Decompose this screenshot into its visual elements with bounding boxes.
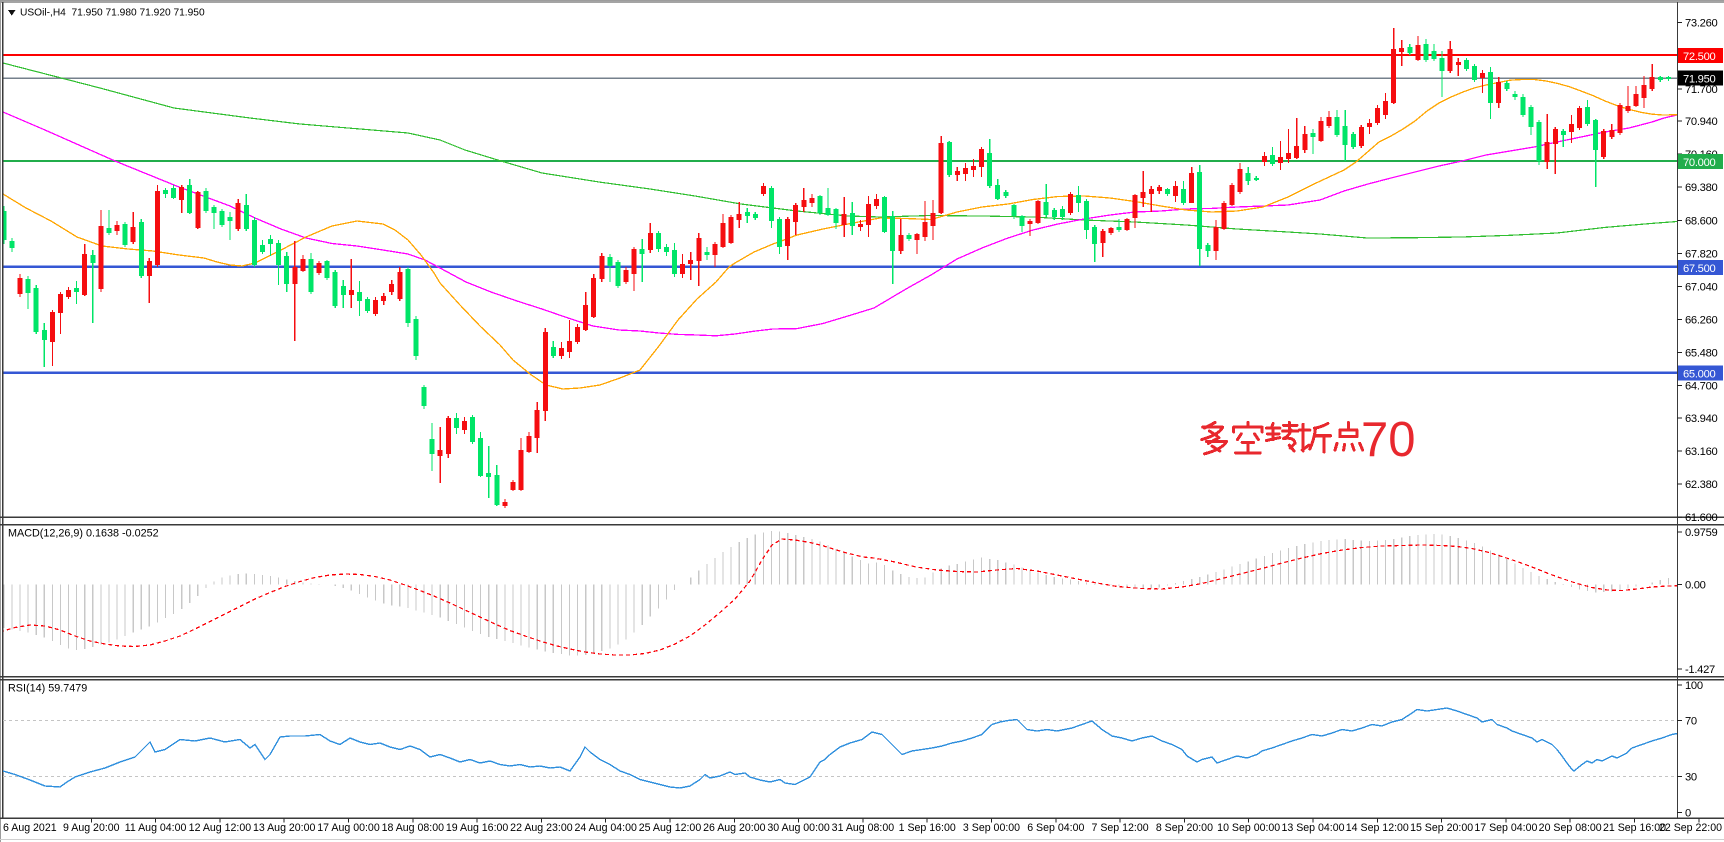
svg-text:63.940: 63.940 — [1685, 413, 1717, 425]
svg-text:67.040: 67.040 — [1685, 282, 1717, 294]
svg-text:USOil-,H4 71.950 71.980 71.92: USOil-,H4 71.950 71.980 71.920 71.950 — [20, 7, 205, 18]
svg-text:71.950: 71.950 — [1683, 73, 1715, 85]
svg-text:RSI(14) 59.7479: RSI(14) 59.7479 — [8, 683, 87, 695]
svg-text:67.820: 67.820 — [1685, 248, 1717, 260]
svg-text:63.160: 63.160 — [1685, 446, 1717, 458]
svg-text:1 Sep 16:00: 1 Sep 16:00 — [899, 822, 956, 834]
svg-text:13 Sep 04:00: 13 Sep 04:00 — [1281, 822, 1344, 834]
svg-text:6 Aug 2021: 6 Aug 2021 — [3, 822, 57, 834]
svg-text:17 Sep 04:00: 17 Sep 04:00 — [1474, 822, 1537, 834]
svg-text:72.500: 72.500 — [1683, 51, 1715, 63]
svg-text:20 Sep 08:00: 20 Sep 08:00 — [1539, 822, 1602, 834]
svg-text:70: 70 — [1685, 715, 1697, 727]
svg-text:6 Sep 04:00: 6 Sep 04:00 — [1027, 822, 1084, 834]
svg-text:61.600: 61.600 — [1685, 512, 1717, 524]
svg-text:MACD(12,26,9) 0.1638 -0.0252: MACD(12,26,9) 0.1638 -0.0252 — [8, 528, 159, 540]
svg-text:11 Aug 04:00: 11 Aug 04:00 — [125, 822, 187, 834]
svg-text:30 Aug 00:00: 30 Aug 00:00 — [767, 822, 830, 834]
svg-text:65.000: 65.000 — [1683, 369, 1715, 381]
svg-text:71.700: 71.700 — [1685, 84, 1717, 96]
svg-text:26 Aug 20:00: 26 Aug 20:00 — [703, 822, 766, 834]
svg-text:30: 30 — [1685, 772, 1697, 784]
svg-text:62.380: 62.380 — [1685, 479, 1717, 491]
svg-text:12 Aug 12:00: 12 Aug 12:00 — [189, 822, 252, 834]
svg-text:73.260: 73.260 — [1685, 18, 1717, 30]
svg-text:-1.427: -1.427 — [1685, 664, 1715, 676]
svg-text:64.700: 64.700 — [1685, 381, 1717, 393]
svg-text:17 Aug 00:00: 17 Aug 00:00 — [317, 822, 380, 834]
svg-text:68.600: 68.600 — [1685, 215, 1717, 227]
svg-text:15 Sep 20:00: 15 Sep 20:00 — [1410, 822, 1473, 834]
svg-text:14 Sep 12:00: 14 Sep 12:00 — [1346, 822, 1409, 834]
svg-text:3 Sep 00:00: 3 Sep 00:00 — [963, 822, 1020, 834]
svg-text:0.00: 0.00 — [1685, 580, 1706, 592]
svg-text:13 Aug 20:00: 13 Aug 20:00 — [253, 822, 316, 834]
svg-text:67.500: 67.500 — [1683, 263, 1715, 275]
svg-text:22 Aug 23:00: 22 Aug 23:00 — [510, 822, 573, 834]
svg-text:100: 100 — [1685, 680, 1703, 692]
svg-text:8 Sep 20:00: 8 Sep 20:00 — [1156, 822, 1213, 834]
svg-text:66.260: 66.260 — [1685, 315, 1717, 327]
svg-text:65.480: 65.480 — [1685, 348, 1717, 360]
svg-text:69.380: 69.380 — [1685, 182, 1717, 194]
svg-text:19 Aug 16:00: 19 Aug 16:00 — [446, 822, 509, 834]
svg-text:0: 0 — [1685, 808, 1691, 820]
svg-text:7 Sep 12:00: 7 Sep 12:00 — [1092, 822, 1149, 834]
svg-text:0.9759: 0.9759 — [1685, 527, 1717, 539]
svg-text:10 Sep 00:00: 10 Sep 00:00 — [1217, 822, 1280, 834]
svg-text:9 Aug 20:00: 9 Aug 20:00 — [63, 822, 120, 834]
svg-text:21 Sep 16:00: 21 Sep 16:00 — [1603, 822, 1666, 834]
svg-text:25 Aug 12:00: 25 Aug 12:00 — [639, 822, 702, 834]
svg-text:18 Aug 08:00: 18 Aug 08:00 — [382, 822, 445, 834]
svg-text:24 Aug 04:00: 24 Aug 04:00 — [574, 822, 637, 834]
svg-text:70.000: 70.000 — [1683, 157, 1715, 169]
svg-text:70: 70 — [1361, 413, 1416, 467]
svg-text:22 Sep 22:00: 22 Sep 22:00 — [1659, 822, 1722, 834]
svg-text:31 Aug 08:00: 31 Aug 08:00 — [832, 822, 895, 834]
svg-text:70.940: 70.940 — [1685, 116, 1717, 128]
